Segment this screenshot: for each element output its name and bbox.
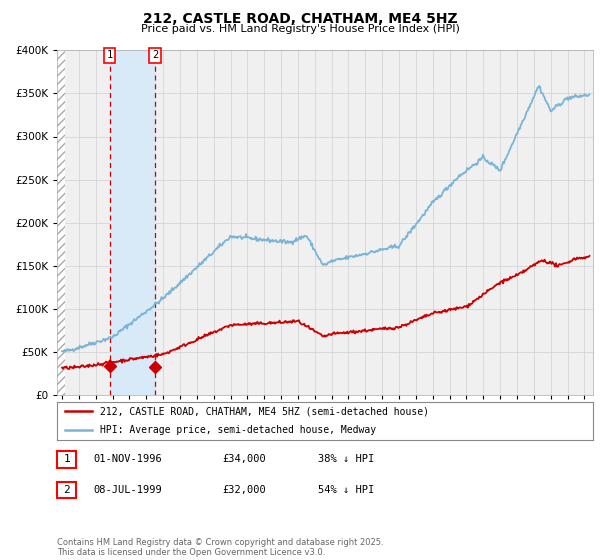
Text: 1: 1 (63, 454, 70, 464)
Text: Price paid vs. HM Land Registry's House Price Index (HPI): Price paid vs. HM Land Registry's House … (140, 24, 460, 34)
FancyBboxPatch shape (57, 482, 76, 498)
Text: £32,000: £32,000 (222, 485, 266, 495)
Text: 38% ↓ HPI: 38% ↓ HPI (318, 454, 374, 464)
Text: 2: 2 (63, 485, 70, 495)
Text: 212, CASTLE ROAD, CHATHAM, ME4 5HZ: 212, CASTLE ROAD, CHATHAM, ME4 5HZ (143, 12, 457, 26)
FancyBboxPatch shape (57, 451, 76, 468)
Text: Contains HM Land Registry data © Crown copyright and database right 2025.
This d: Contains HM Land Registry data © Crown c… (57, 538, 383, 557)
Text: 54% ↓ HPI: 54% ↓ HPI (318, 485, 374, 495)
Text: 1: 1 (107, 50, 113, 60)
Text: HPI: Average price, semi-detached house, Medway: HPI: Average price, semi-detached house,… (100, 425, 376, 435)
Text: 212, CASTLE ROAD, CHATHAM, ME4 5HZ (semi-detached house): 212, CASTLE ROAD, CHATHAM, ME4 5HZ (semi… (100, 406, 429, 416)
Text: 08-JUL-1999: 08-JUL-1999 (93, 485, 162, 495)
Text: 01-NOV-1996: 01-NOV-1996 (93, 454, 162, 464)
Text: 2: 2 (152, 50, 158, 60)
Text: £34,000: £34,000 (222, 454, 266, 464)
Bar (110, 50, 155, 395)
